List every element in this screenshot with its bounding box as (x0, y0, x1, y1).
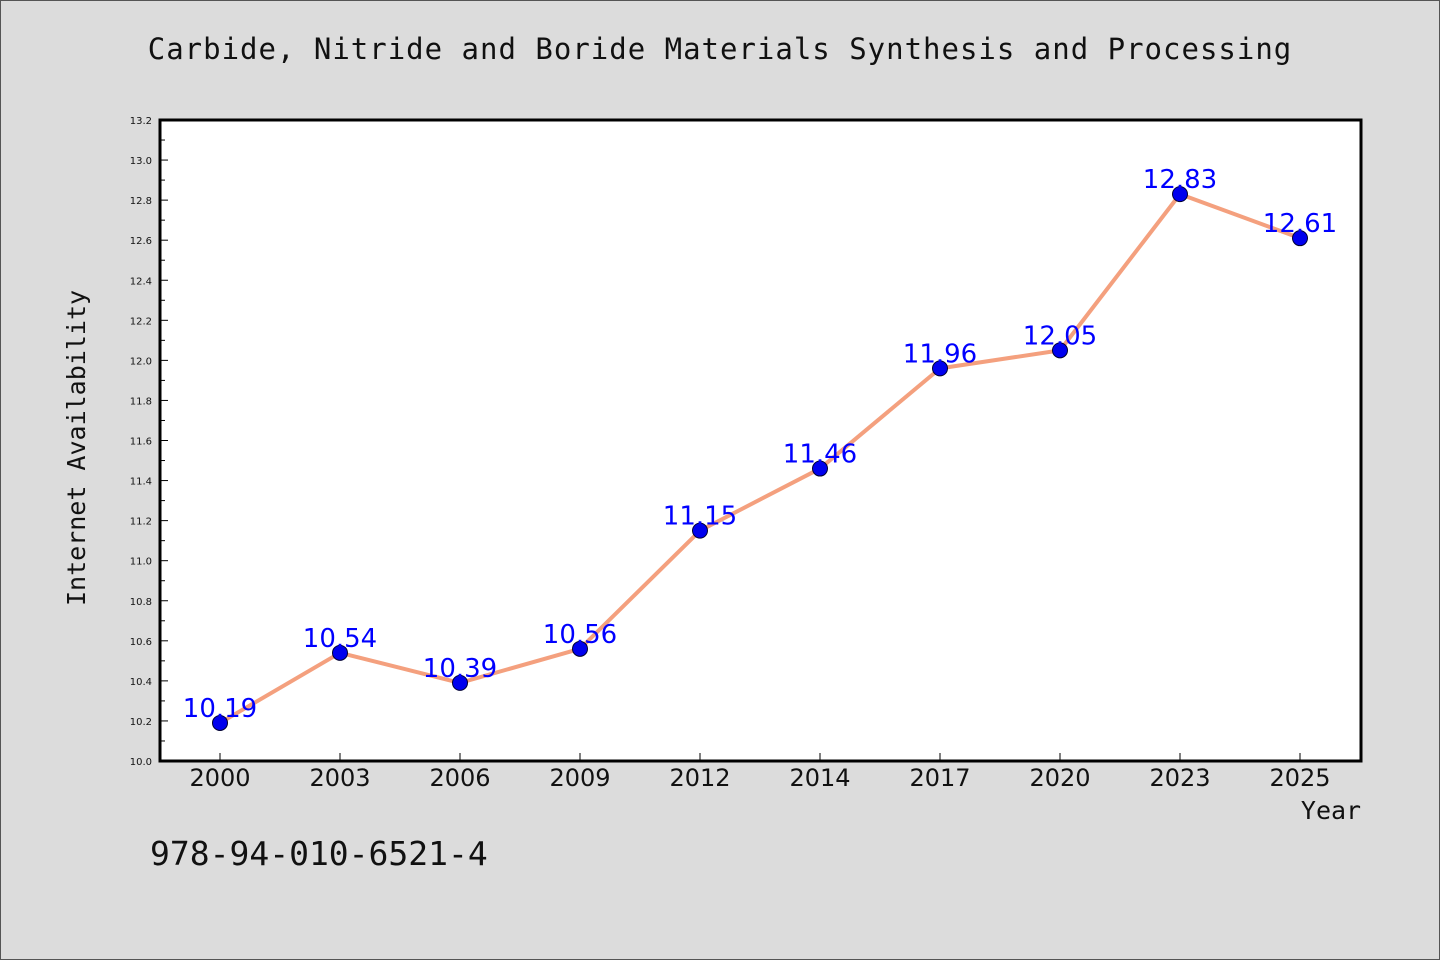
data-point (812, 460, 828, 477)
y-tick-label: 12.2 (130, 316, 152, 327)
data-point (1292, 230, 1308, 247)
y-axis: 10.0 10.2 10.4 10.6 10.8 11.0 11.2 11.4 11.6 11.8… (130, 116, 168, 768)
x-tick-label: 2025 (1269, 764, 1330, 792)
data-label: 11.46 (783, 440, 857, 470)
y-tick-label: 11.0 (130, 557, 152, 568)
x-tick-label: 2017 (909, 764, 970, 792)
data-label: 10.19 (183, 694, 257, 724)
y-tick-label: 11.8 (130, 396, 152, 407)
x-tick-label: 2009 (549, 764, 610, 792)
data-point (452, 674, 468, 691)
x-tick-label: 2012 (669, 764, 730, 792)
data-point (692, 522, 708, 539)
y-tick-label: 10.6 (130, 637, 152, 648)
y-axis-label: Internet Availability (62, 290, 91, 606)
data-point (1172, 186, 1188, 203)
x-axis-label: Year (1301, 796, 1361, 825)
y-tick-label: 10.0 (130, 757, 152, 768)
x-axis: 2000 2003 2006 2009 2012 2014 2017 2020 2023 2025 (189, 753, 1331, 792)
y-tick-label: 13.0 (130, 156, 152, 167)
x-tick-label: 2014 (789, 764, 850, 792)
series-layer (212, 186, 1308, 731)
y-tick-label: 12.4 (130, 276, 152, 287)
y-tick-label: 12.8 (130, 196, 152, 207)
data-point (572, 640, 588, 657)
data-point (212, 714, 228, 731)
data-label: 11.15 (663, 502, 737, 532)
y-tick-label: 10.8 (130, 597, 152, 608)
y-tick-label: 13.2 (130, 116, 152, 127)
y-tick-label: 12.0 (130, 356, 152, 367)
data-point (932, 360, 948, 377)
data-point (332, 644, 348, 661)
y-tick-label: 11.4 (130, 477, 152, 488)
series-line (218, 192, 1301, 725)
isbn-text: 978-94-010-6521-4 (150, 834, 488, 873)
data-label: 10.54 (303, 624, 377, 654)
x-tick-label: 2006 (429, 764, 490, 792)
data-label: 12.61 (1263, 209, 1337, 239)
y-tick-label: 10.2 (130, 717, 152, 728)
data-point (1052, 342, 1068, 359)
data-label: 10.56 (543, 620, 617, 650)
y-tick-label: 11.6 (130, 437, 152, 448)
x-tick-label: 2023 (1149, 764, 1210, 792)
y-tick-label: 11.2 (130, 517, 152, 528)
data-label: 12.83 (1143, 165, 1217, 195)
plot-area (158, 118, 1363, 763)
data-labels-layer: 10.19 10.54 10.39 10.56 11.15 11.46 11.96 12.05… (183, 165, 1337, 724)
x-tick-label: 2003 (309, 764, 370, 792)
data-label: 12.05 (1023, 321, 1097, 351)
data-label: 10.39 (423, 654, 497, 684)
y-tick-label: 12.6 (130, 236, 152, 247)
chart-title: Carbide, Nitride and Boride Materials Sy… (147, 32, 1293, 66)
x-tick-label: 2020 (1029, 764, 1090, 792)
data-label: 11.96 (903, 339, 977, 369)
x-tick-label: 2000 (189, 764, 250, 792)
y-tick-label: 10.4 (130, 677, 152, 688)
